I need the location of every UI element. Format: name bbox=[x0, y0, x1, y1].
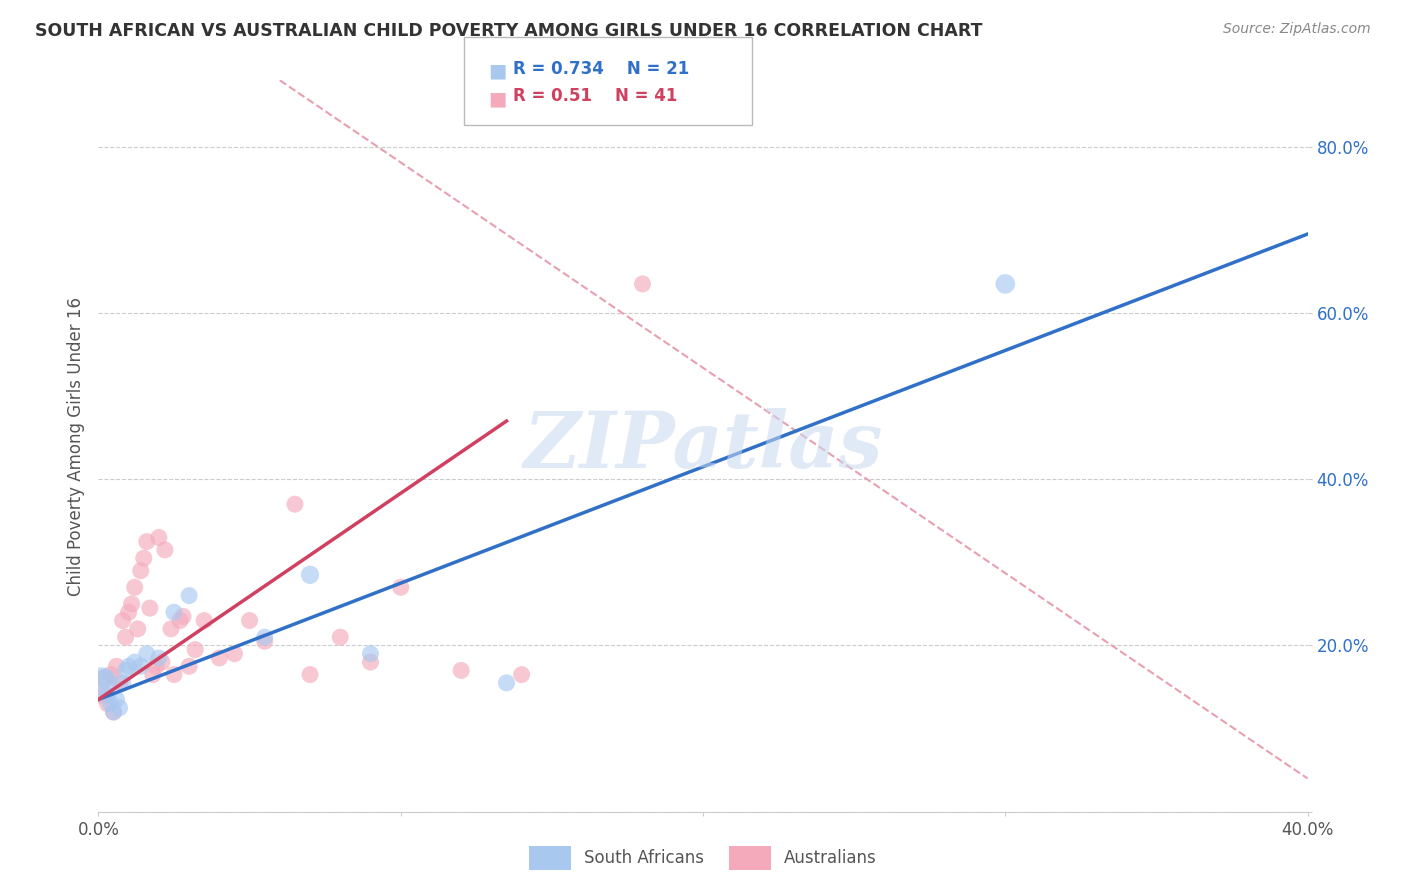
Point bbox=[108, 701, 131, 715]
Point bbox=[108, 676, 131, 690]
Point bbox=[103, 705, 125, 719]
Point bbox=[163, 667, 186, 681]
Y-axis label: Child Poverty Among Girls Under 16: Child Poverty Among Girls Under 16 bbox=[66, 296, 84, 596]
Point bbox=[105, 692, 128, 706]
Point bbox=[193, 614, 215, 628]
Point bbox=[299, 667, 322, 681]
Point bbox=[163, 605, 186, 619]
Text: SOUTH AFRICAN VS AUSTRALIAN CHILD POVERTY AMONG GIRLS UNDER 16 CORRELATION CHART: SOUTH AFRICAN VS AUSTRALIAN CHILD POVERT… bbox=[35, 22, 983, 40]
Point bbox=[495, 676, 517, 690]
Point bbox=[208, 651, 231, 665]
Point bbox=[103, 705, 125, 719]
Text: ■: ■ bbox=[488, 62, 506, 80]
Point bbox=[153, 542, 176, 557]
Point bbox=[96, 697, 118, 711]
Point bbox=[253, 634, 276, 648]
Point bbox=[224, 647, 246, 661]
Point bbox=[450, 664, 472, 678]
Legend: South Africans, Australians: South Africans, Australians bbox=[523, 839, 883, 877]
Point bbox=[93, 672, 115, 686]
Point bbox=[111, 614, 134, 628]
Point bbox=[139, 601, 162, 615]
Point bbox=[127, 622, 149, 636]
Point bbox=[114, 630, 136, 644]
Point bbox=[105, 659, 128, 673]
Point bbox=[121, 597, 143, 611]
Point bbox=[160, 622, 183, 636]
Point bbox=[239, 614, 262, 628]
Point bbox=[994, 277, 1017, 291]
Text: R = 0.51    N = 41: R = 0.51 N = 41 bbox=[513, 87, 678, 105]
Point bbox=[142, 667, 165, 681]
Point bbox=[150, 655, 173, 669]
Point bbox=[114, 664, 136, 678]
Point bbox=[510, 667, 533, 681]
Point bbox=[299, 567, 322, 582]
Point bbox=[184, 642, 207, 657]
Point bbox=[360, 655, 382, 669]
Point bbox=[100, 667, 122, 681]
Point bbox=[90, 676, 112, 690]
Point bbox=[169, 614, 191, 628]
Point bbox=[148, 651, 170, 665]
Point bbox=[93, 672, 115, 686]
Point bbox=[329, 630, 352, 644]
Point bbox=[360, 647, 382, 661]
Text: ZIPatlas: ZIPatlas bbox=[523, 408, 883, 484]
Point bbox=[124, 655, 146, 669]
Point bbox=[631, 277, 654, 291]
Point bbox=[135, 534, 157, 549]
Point bbox=[179, 589, 201, 603]
Point bbox=[118, 605, 141, 619]
Point bbox=[132, 551, 155, 566]
Point bbox=[96, 689, 118, 703]
Point bbox=[111, 676, 134, 690]
Point bbox=[179, 659, 201, 673]
Point bbox=[284, 497, 307, 511]
Point bbox=[145, 659, 167, 673]
Point bbox=[100, 697, 122, 711]
Point bbox=[148, 530, 170, 544]
Point bbox=[253, 630, 276, 644]
Text: Source: ZipAtlas.com: Source: ZipAtlas.com bbox=[1223, 22, 1371, 37]
Text: R = 0.734    N = 21: R = 0.734 N = 21 bbox=[513, 60, 689, 78]
Point bbox=[129, 659, 152, 673]
Point bbox=[124, 580, 146, 594]
Point bbox=[118, 659, 141, 673]
Point bbox=[135, 647, 157, 661]
Point bbox=[389, 580, 412, 594]
Text: ■: ■ bbox=[488, 89, 506, 108]
Point bbox=[129, 564, 152, 578]
Point bbox=[172, 609, 194, 624]
Point bbox=[90, 689, 112, 703]
